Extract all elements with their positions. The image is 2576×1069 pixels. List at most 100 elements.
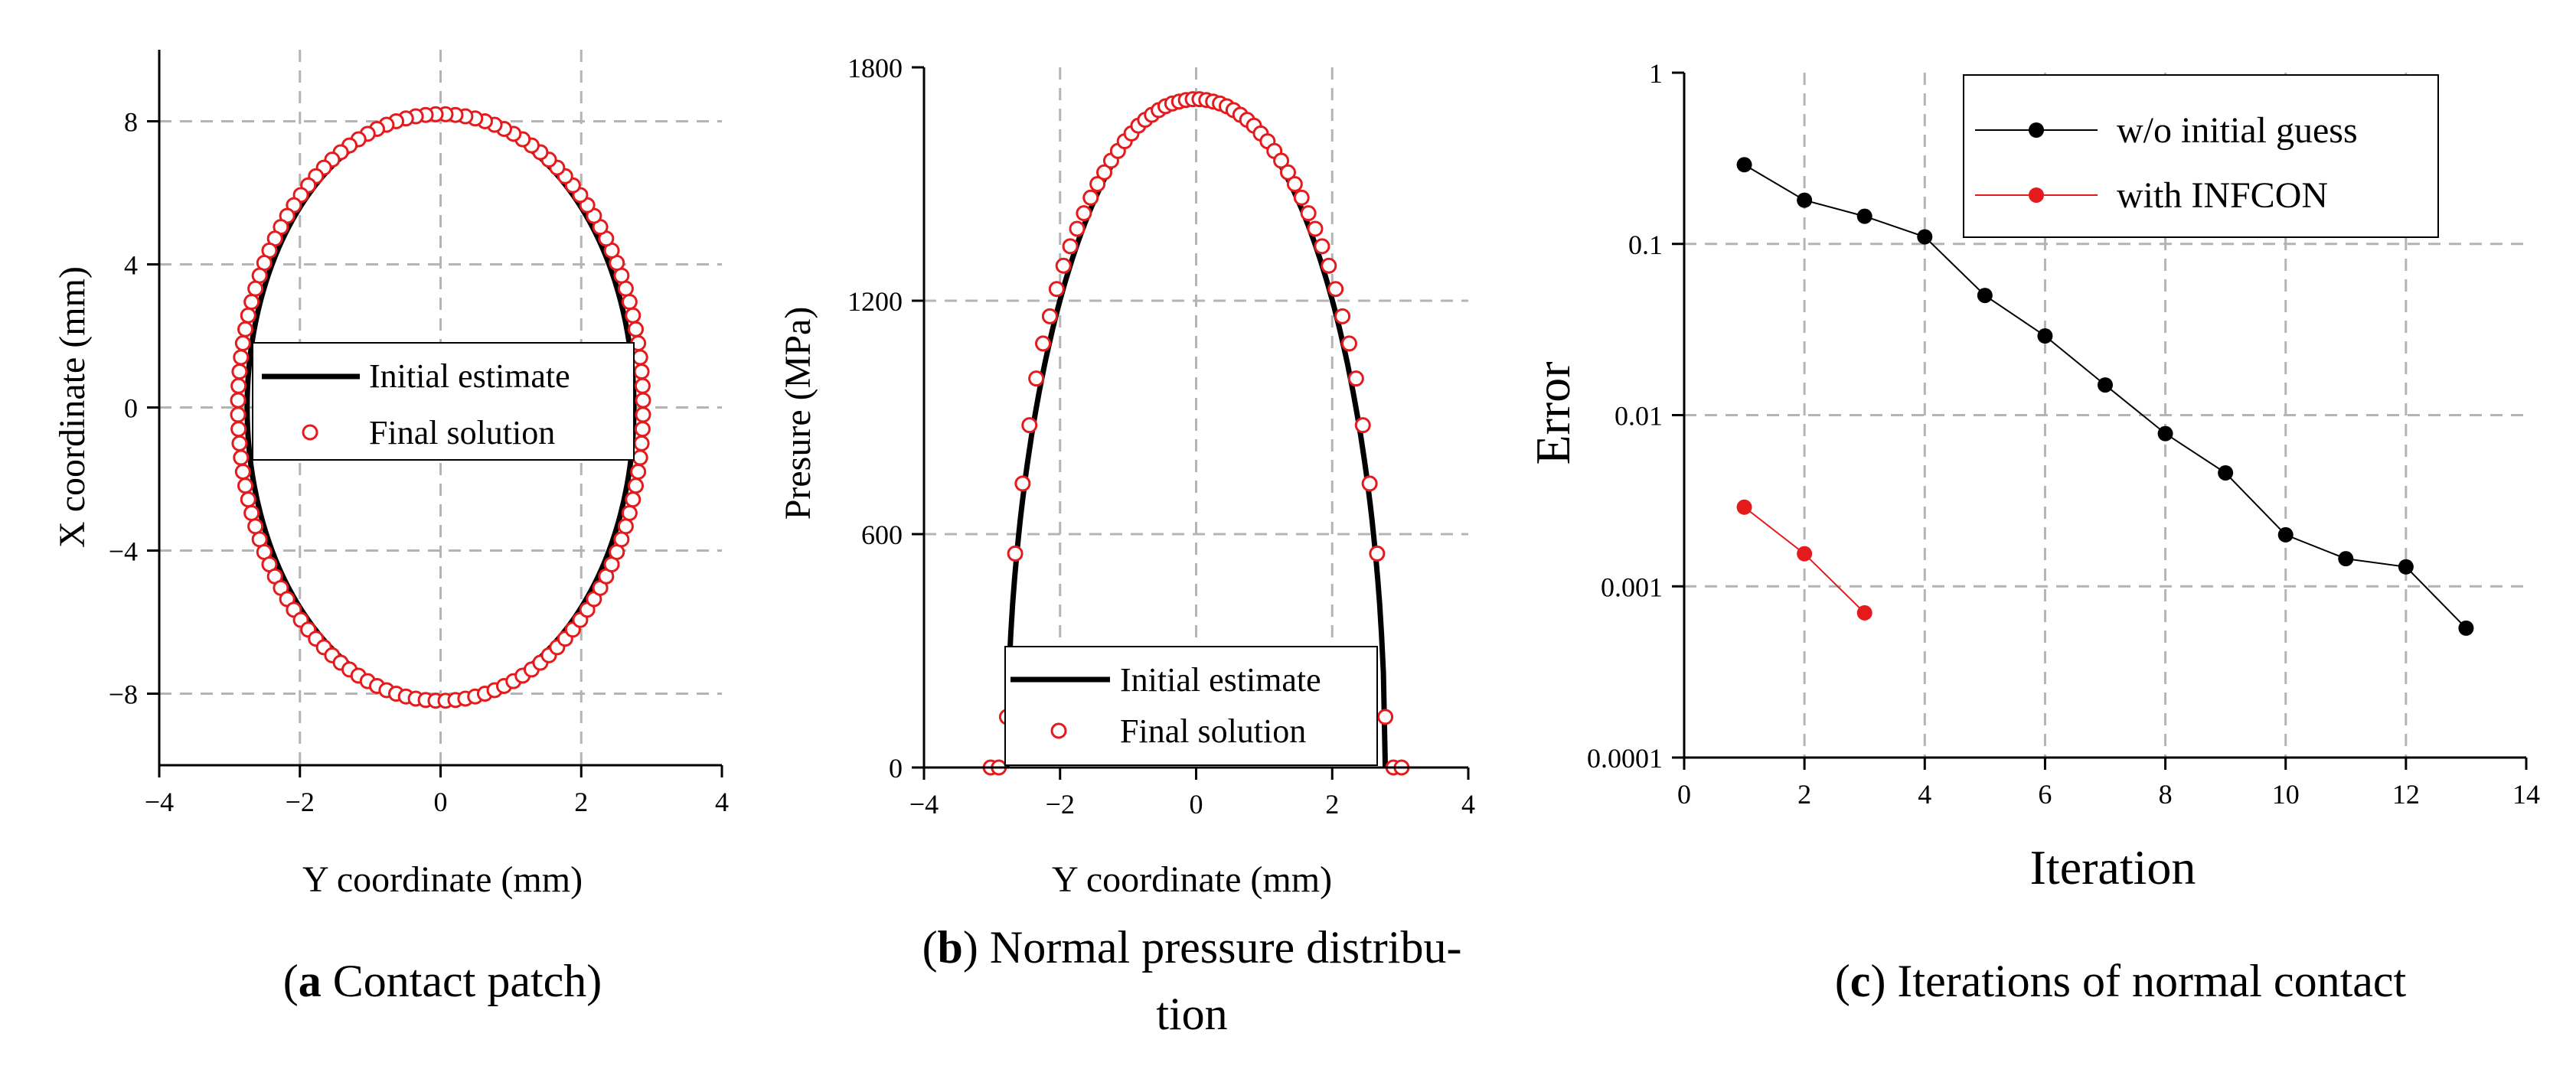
panel-a-final-solution-point (231, 435, 248, 451)
panel-b-final-solution-point (1055, 257, 1072, 274)
caption-a-text: Contact patch (322, 956, 587, 1006)
c-xtick-label-7: 14 (2512, 779, 2540, 810)
a-xtick-label-3: 2 (574, 787, 588, 817)
panel-b-chart: −4 −2 0 2 4 0 600 1200 1800 Y coordinate (mm) Pr… (778, 53, 1475, 900)
a-ytick-label-0: −8 (109, 680, 138, 710)
panel-b-final-solution-point (1096, 164, 1113, 181)
panel-c-series-1-point (1736, 499, 1752, 515)
panel-a-final-solution-point (240, 307, 256, 324)
panel-a-final-solution-point (628, 477, 645, 494)
panel-a-final-solution-point (628, 321, 645, 337)
panel-c-legend-box (1963, 74, 2439, 238)
panel-a-final-solution-point (237, 477, 253, 494)
panel-c-series (1736, 157, 2474, 636)
panel-a-final-solution-point (625, 307, 642, 324)
panel-a-legend-box (252, 342, 635, 461)
c-xtick-label-4: 8 (2159, 779, 2173, 810)
b-ytick-label-0: 0 (889, 753, 903, 784)
c-ytick-label-3: 0.1 (1628, 230, 1663, 260)
panel-c-legend: w/o initial guess with INFCON (1963, 74, 2439, 238)
panel-c-series-0-point (2218, 464, 2234, 481)
panel-c-series-0-point (2458, 620, 2474, 636)
panel-b-legend-marker-sample (1050, 722, 1067, 739)
panel-a-final-solution-point (634, 377, 651, 394)
panel-c-series-0-point (1917, 229, 1933, 245)
panel-c-series-1-point (1797, 546, 1813, 562)
panel-a-final-solution-point (237, 321, 253, 337)
b-ytick-label-1: 600 (861, 520, 903, 550)
panel-a-final-solution-point (243, 504, 260, 521)
panel-b-final-solution-point (1377, 709, 1394, 725)
panel-a-final-solution-point (632, 449, 648, 466)
caption-a-letter: a (299, 956, 322, 1006)
b-xtick-label-2: 0 (1190, 789, 1203, 820)
c-ytick-label-0: 0.0001 (1587, 743, 1663, 774)
a-xtick-label-1: −2 (286, 787, 315, 817)
panel-c-legend-label-red: with INFCON (2117, 175, 2328, 216)
panel-c-legend-marker-red (2029, 187, 2044, 203)
panel-a-final-solution-point (632, 349, 648, 366)
panel-a-final-solution-point (243, 294, 260, 311)
panel-b-final-solution-point (1286, 176, 1303, 192)
a-ytick-label-1: −4 (109, 536, 138, 567)
panel-b-final-solution-point (1062, 238, 1079, 255)
panel-c-ylabel: Error (1526, 361, 1580, 464)
panel-c-legend-marker-black (2029, 122, 2044, 138)
panel-a-final-solution-point (234, 463, 251, 480)
panel-b-final-solution-point (1293, 189, 1310, 206)
panel-b-legend-box (1004, 646, 1378, 766)
panel-c-chart: 0 2 4 6 8 10 12 14 0.0001 0.001 0.01 0.1 1 Iteration… (1526, 58, 2540, 895)
caption-c-letter: c (1850, 956, 1871, 1006)
c-ytick-label-2: 0.01 (1614, 401, 1663, 432)
panel-b-final-solution-point (1048, 281, 1065, 298)
panel-c-series-0-point (2277, 526, 2294, 543)
panel-a-legend-marker-sample (302, 424, 318, 441)
panel-a-legend: Initial estimate Final solution (252, 342, 635, 461)
c-ytick-label-4: 1 (1649, 58, 1663, 89)
panel-a-final-solution-point (247, 280, 264, 297)
panel-b-final-solution-point (1321, 257, 1337, 274)
panel-b-final-solution-point (1361, 475, 1378, 492)
panel-a-final-solution-point (635, 392, 651, 409)
panel-b-final-solution-point (1340, 335, 1357, 352)
panel-a-ylabel: X coordinate (mm) (52, 266, 93, 548)
panel-a-chart: −4 −2 0 2 4 −8 −4 0 4 8 Y coordinate (mm) X coord… (52, 50, 729, 900)
c-xtick-label-1: 2 (1797, 779, 1811, 810)
panel-b-legend: Initial estimate Final solution (1004, 646, 1378, 766)
panel-c-series-1-point (1856, 605, 1872, 621)
panel-b-final-solution-point (1021, 417, 1038, 434)
panel-a-legend-label-final: Final solution (369, 414, 555, 451)
panel-c-series-0-point (1736, 157, 1752, 173)
panel-b-final-solution-point (1347, 370, 1364, 387)
panel-a-final-solution-point (240, 491, 256, 508)
panel-c-series-0-point (2037, 328, 2053, 344)
panel-a-final-solution-point (633, 435, 650, 451)
a-ytick-label-2: 0 (124, 393, 138, 424)
panel-c-series-0-point (2338, 551, 2354, 567)
b-xtick-label-0: −4 (909, 789, 939, 820)
b-xtick-label-4: 4 (1461, 789, 1475, 820)
panel-a-final-solution-point (230, 377, 247, 394)
panel-b-final-solution-point (1279, 164, 1296, 181)
panel-a-final-solution-point (633, 363, 650, 380)
panel-a-final-solution-point (634, 421, 651, 438)
caption-b-letter: b (938, 922, 963, 973)
panel-a-final-solution-point (230, 392, 246, 409)
caption-a: (a Contact patch) (283, 956, 602, 1006)
panel-b-final-solution-point (1014, 475, 1031, 492)
panel-c-series-0-point (2157, 425, 2173, 442)
panel-a-final-solution-point (625, 491, 642, 508)
panel-a-ticks: −4 −2 0 2 4 −8 −4 0 4 8 (109, 107, 729, 818)
panel-b-ylabel: Presure (MPa) (778, 307, 818, 520)
panel-c-ticks: 0 2 4 6 8 10 12 14 0.0001 0.001 0.01 0.1 1 (1587, 58, 2540, 810)
b-ytick-label-2: 1200 (847, 286, 903, 317)
panel-b-final-solution-point (1082, 189, 1099, 206)
panel-a-final-solution-point (630, 463, 647, 480)
panel-a-final-solution-point (247, 518, 264, 535)
panel-b-final-solution-point (1334, 308, 1351, 324)
panel-a-final-solution-point (233, 449, 250, 466)
a-ytick-label-3: 4 (124, 250, 138, 281)
panel-a-final-solution-point (231, 363, 248, 380)
a-xtick-label-0: −4 (145, 787, 174, 817)
caption-b-line1: (b) Normal pressure distribu- (922, 922, 1462, 973)
